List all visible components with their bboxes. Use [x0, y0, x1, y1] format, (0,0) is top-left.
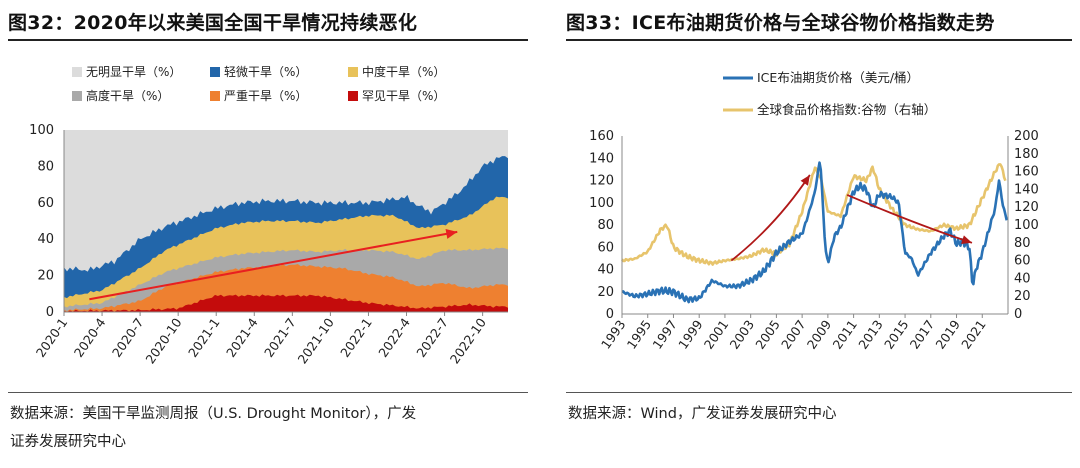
right-y-tick-label: 40 [1014, 271, 1031, 286]
legend-label-1: 全球食品价格指数:谷物（右轴） [757, 102, 936, 117]
right-y-tick-label: 100 [1014, 218, 1039, 233]
drought-area-chart: 无明显干旱（%） 轻微干旱（%） 中度干旱（%） 高度干旱（%） 严重干旱（%） 罕见干旱… [29, 64, 508, 367]
y-tick-label: 100 [29, 123, 54, 138]
left-y-tick-label: 20 [597, 285, 614, 300]
left-y-tick-label: 80 [597, 218, 614, 233]
right-y-tick-label: 120 [1014, 200, 1039, 215]
annotation-arrowhead-0 [800, 174, 810, 186]
legend-swatch-d1 [348, 67, 358, 77]
x-tick-label: 1993 [598, 317, 629, 352]
x-tick-label: 2022-1 [337, 315, 375, 360]
left-source-line1: 数据来源：美国干旱监测周报（U.S. Drought Monitor），广发 [10, 406, 417, 422]
left-source-line2: 证券发展研究中心 [10, 434, 126, 450]
y-tick-label: 80 [37, 159, 54, 174]
y-tick-label: 40 [37, 232, 54, 247]
drought-legend: 无明显干旱（%） 轻微干旱（%） 中度干旱（%） 高度干旱（%） 严重干旱（%） 罕见干旱… [72, 64, 445, 103]
drought-plot-area [64, 130, 508, 312]
legend-swatch-d4 [348, 91, 358, 101]
x-tick-label: 2022-7 [413, 315, 451, 360]
x-tick-label: 2003 [727, 317, 758, 352]
legend-label-d0: 轻微干旱（%） [224, 65, 307, 79]
x-tick-label: 2020-7 [109, 315, 147, 360]
y-tick-label: 0 [46, 305, 54, 320]
left-chart-title: 图32：2020年以来美国全国干旱情况持续恶化 [8, 12, 418, 34]
legend-swatch-d3 [210, 91, 220, 101]
left-y-tick-label: 0 [606, 307, 614, 322]
x-tick-label: 2015 [881, 317, 912, 352]
annotation-arrowhead-1 [961, 235, 972, 244]
legend-label-d1: 中度干旱（%） [362, 64, 445, 79]
area-d4 [64, 294, 508, 312]
x-tick-label: 2001 [701, 317, 732, 352]
left-y-tick-label: 140 [589, 151, 614, 166]
x-tick-label: 2011 [830, 317, 861, 352]
right-y-tick-label: 60 [1014, 254, 1031, 269]
legend-swatch-d2 [72, 91, 82, 101]
series-line-0 [621, 161, 1008, 304]
x-tick-label: 2005 [752, 317, 783, 352]
series-line-1 [621, 163, 1007, 266]
x-tick-label: 2020-10 [142, 315, 184, 366]
left-y-tick-label: 40 [597, 263, 614, 278]
brent-grain-plot-area [621, 161, 1008, 304]
x-tick-label: 2021-7 [261, 315, 299, 360]
y-tick-label: 20 [37, 269, 54, 284]
legend-label-none: 无明显干旱（%） [86, 65, 181, 79]
annotation-arrow-0 [730, 174, 811, 262]
x-tick-label: 2022-10 [447, 315, 489, 366]
right-source-rule [566, 392, 1072, 393]
legend-label-d2: 高度干旱（%） [86, 88, 169, 103]
y-tick-label: 60 [37, 196, 54, 211]
x-tick-label: 1997 [649, 317, 680, 352]
x-tick-label: 2021 [958, 317, 989, 352]
x-tick-label: 2021-1 [185, 315, 223, 360]
annotation-arrow-1 [846, 194, 973, 244]
x-tick-label: 2013 [855, 317, 886, 352]
x-tick-label: 2009 [804, 317, 835, 352]
right-y-tick-label: 20 [1014, 289, 1031, 304]
area-d3 [64, 264, 508, 312]
legend-label-d4: 罕见干旱（%） [362, 89, 445, 103]
legend-label-d3: 严重干旱（%） [224, 89, 307, 103]
x-tick-label: 1999 [675, 317, 706, 352]
right-title-rule [566, 39, 1072, 41]
brent-grain-axes: 0 20 40 60 80 100 120 140 160 0 20 40 60 80 100 120 140 1… [589, 129, 1039, 352]
x-tick-label: 2020-4 [71, 315, 109, 360]
x-tick-label: 2017 [907, 317, 938, 352]
x-tick-label: 2021-10 [295, 315, 337, 366]
legend-label-0: ICE布油期货价格（美元/桶） [757, 70, 919, 85]
legend-swatch-d0 [210, 67, 220, 77]
right-y-tick-label: 80 [1014, 236, 1031, 251]
right-y-tick-label: 140 [1014, 182, 1039, 197]
left-y-tick-label: 120 [589, 174, 614, 189]
brent-grain-line-chart: ICE布油期货价格（美元/桶） 全球食品价格指数:谷物（右轴） 0 20 40 60 80… [589, 70, 1039, 352]
right-source: 数据来源：Wind，广发证券发展研究中心 [568, 406, 837, 422]
right-y-tick-label: 200 [1014, 129, 1039, 144]
left-y-tick-label: 100 [589, 196, 614, 211]
right-chart-title: 图33：ICE布油期货价格与全球谷物价格指数走势 [566, 12, 995, 34]
legend-swatch-none [72, 67, 82, 77]
right-y-tick-label: 160 [1014, 165, 1039, 180]
x-tick-label: 2007 [778, 317, 809, 352]
left-source-rule [8, 392, 528, 393]
right-y-tick-label: 0 [1014, 307, 1022, 322]
brent-grain-legend: ICE布油期货价格（美元/桶） 全球食品价格指数:谷物（右轴） [723, 70, 936, 117]
left-source: 数据来源：美国干旱监测周报（U.S. Drought Monitor），广发 证… [10, 400, 416, 456]
left-title-rule [8, 39, 528, 41]
left-y-tick-label: 160 [589, 129, 614, 144]
x-tick-label: 1995 [624, 317, 655, 352]
x-tick-label: 2019 [932, 317, 963, 352]
x-tick-label: 2022-4 [375, 315, 413, 360]
right-y-tick-label: 180 [1014, 147, 1039, 162]
trend-arrow-head [445, 228, 458, 239]
trend-arrow-line [89, 230, 458, 301]
left-y-tick-label: 60 [597, 240, 614, 255]
x-tick-label: 2020-1 [33, 315, 71, 360]
x-tick-label: 2021-4 [223, 315, 261, 360]
